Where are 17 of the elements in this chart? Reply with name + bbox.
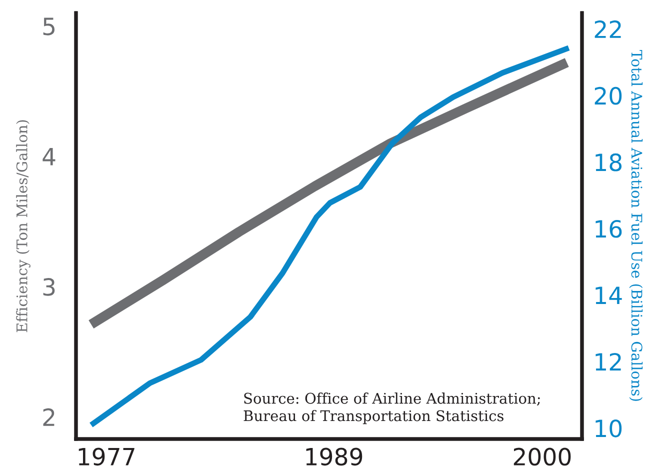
y2-tick-label: 16 <box>596 220 622 238</box>
y-axis-title: Efficiency (Ton Miles/Gallon) <box>16 120 30 332</box>
y2-axis-title: Total Annual Aviation Fuel Use (Billion Gallons) <box>629 50 643 401</box>
y2-tick-label: 20 <box>594 86 622 105</box>
x-tick-label: 1977 <box>78 448 134 466</box>
y-tick-label: 2 <box>43 408 54 426</box>
y2-tick-label: 18 <box>596 153 622 172</box>
x-tick-label: 2000 <box>514 448 571 466</box>
y-tick-label: 5 <box>43 18 54 36</box>
y2-tick-label: 22 <box>594 20 621 38</box>
y2-tick-label: 14 <box>596 286 622 304</box>
annotation: Source: Office of Airline Administration; Bureau of Transportation Statistics <box>244 392 540 424</box>
x-tick-label: 1989 <box>306 448 362 466</box>
y2-tick-label: 10 <box>596 419 622 438</box>
y-tick-label: 4 <box>42 148 56 166</box>
y2-tick-label: 12 <box>596 352 621 370</box>
y-tick-label: 3 <box>43 278 55 296</box>
